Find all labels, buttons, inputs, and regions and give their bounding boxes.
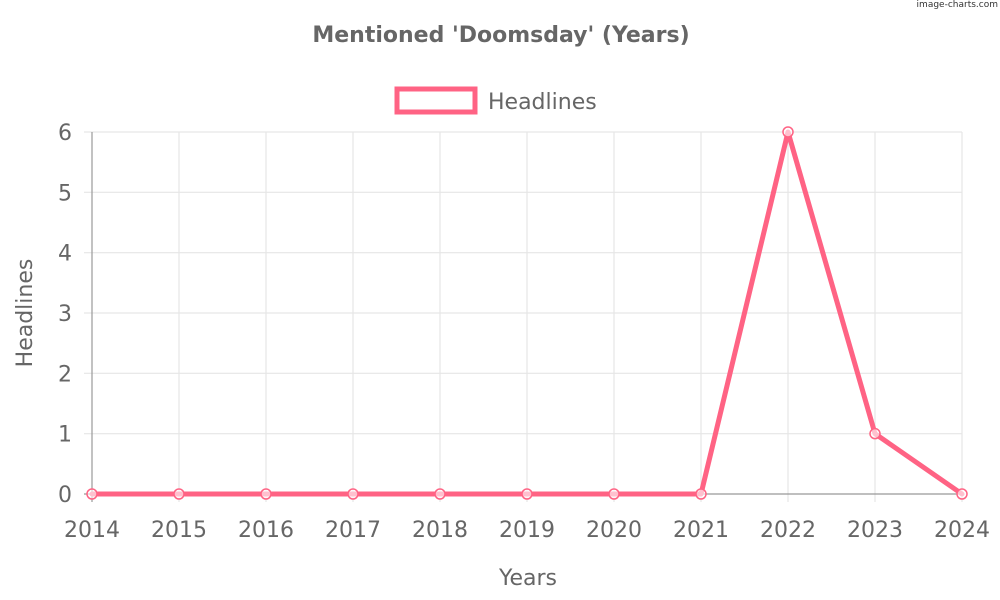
x-tick-label: 2015 [151,518,207,543]
data-point [521,488,533,500]
legend-swatch [394,86,478,115]
x-tick-label: 2021 [673,518,729,543]
y-tick-label: 5 [58,181,72,206]
x-tick-label: 2023 [847,518,903,543]
data-point [608,488,620,500]
data-point [86,488,98,500]
y-tick-labels: 0 1 2 3 4 5 6 [58,121,72,508]
x-tick-label: 2020 [586,518,642,543]
y-tick-label: 3 [58,302,72,327]
data-point [782,126,794,138]
x-tick-labels: 2014 2015 2016 2017 2018 2019 2020 2021 2022 2023… [64,518,990,543]
x-tick-label: 2016 [238,518,294,543]
watermark: image-charts.com [916,0,998,10]
axes [84,132,962,502]
grid [84,131,963,502]
x-tick-label: 2018 [412,518,468,543]
legend-label: Headlines [488,90,597,115]
data-point [869,427,881,440]
data-point [347,488,359,500]
y-tick-label: 4 [58,242,72,267]
data-point [434,488,446,500]
data-point [260,488,272,500]
x-axis-title: Years [498,566,557,591]
y-tick-label: 6 [58,121,72,146]
x-tick-label: 2022 [760,518,816,543]
y-axis-title: Headlines [13,259,38,368]
x-tick-label: 2014 [64,518,120,543]
series-headlines [86,126,968,500]
x-tick-label: 2017 [325,518,381,543]
x-tick-label: 2019 [499,518,555,543]
x-tick-label: 2024 [934,518,990,543]
y-tick-label: 1 [58,423,72,448]
data-point [695,488,707,500]
legend: Headlines [394,86,597,115]
data-point [956,488,968,500]
data-point [173,488,185,500]
y-tick-label: 0 [58,483,72,508]
chart-title: Mentioned 'Doomsday' (Years) [312,23,689,48]
y-tick-label: 2 [58,362,72,387]
